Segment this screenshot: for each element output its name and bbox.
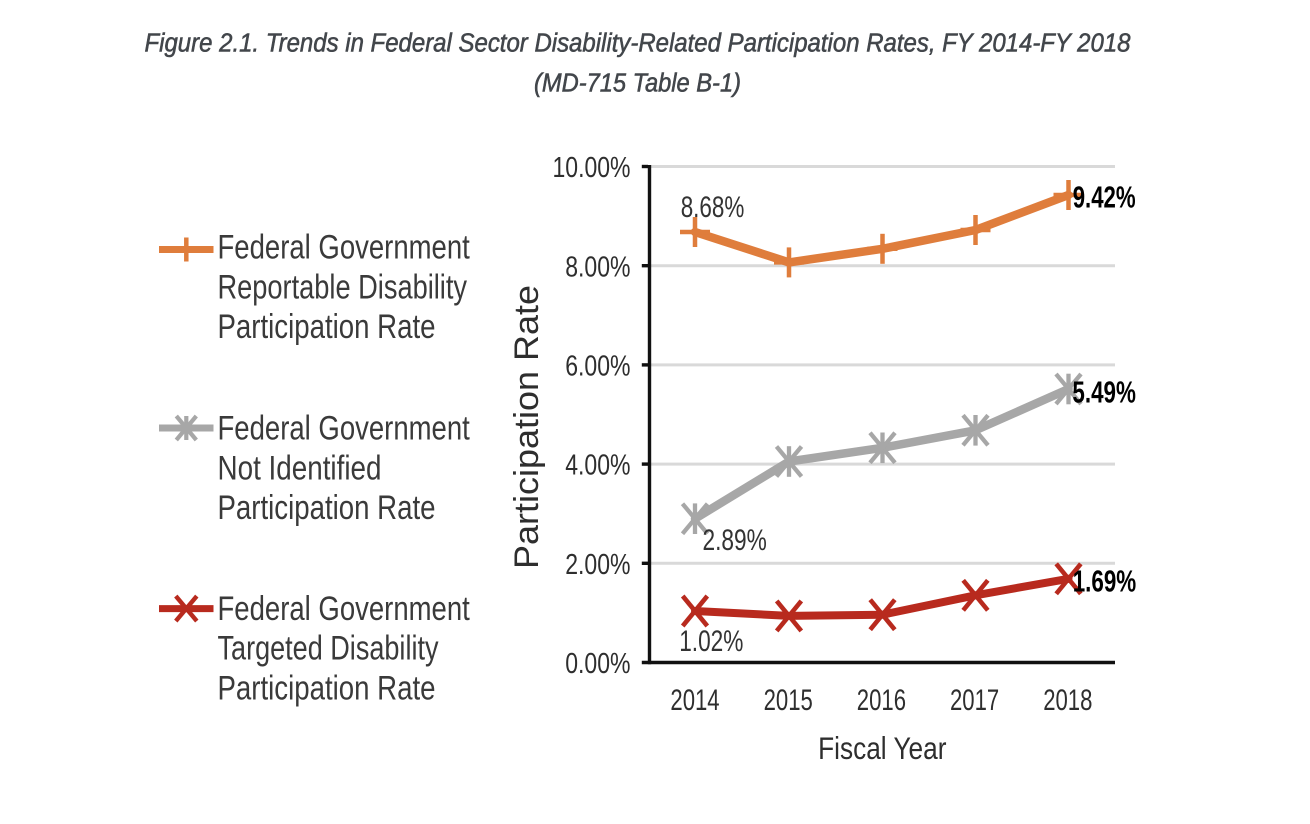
svg-text:8.68%: 8.68%	[681, 191, 745, 224]
svg-text:0.00%: 0.00%	[565, 648, 630, 680]
svg-text:Not Identified: Not Identified	[218, 449, 382, 487]
svg-text:2.00%: 2.00%	[565, 549, 630, 581]
svg-text:Targeted Disability: Targeted Disability	[218, 630, 439, 668]
svg-text:6.00%: 6.00%	[565, 351, 630, 383]
svg-text:Federal Government: Federal Government	[218, 229, 471, 267]
svg-text:Federal Government: Federal Government	[218, 410, 471, 448]
svg-text:Participation Rate: Participation Rate	[218, 308, 436, 346]
svg-text:Federal Government: Federal Government	[218, 590, 471, 628]
svg-text:Figure 2.1. Trends in Federal: Figure 2.1. Trends in Federal Sector Dis…	[145, 30, 1132, 58]
svg-text:2018: 2018	[1043, 684, 1092, 717]
svg-text:5.49%: 5.49%	[1072, 374, 1136, 409]
svg-text:9.42%: 9.42%	[1073, 179, 1136, 214]
svg-text:8.00%: 8.00%	[565, 251, 630, 283]
svg-text:Reportable Disability: Reportable Disability	[218, 268, 468, 306]
svg-text:1.69%: 1.69%	[1073, 563, 1137, 598]
svg-text:2014: 2014	[670, 684, 719, 717]
svg-text:Participation Rate: Participation Rate	[508, 285, 546, 569]
svg-text:Participation Rate: Participation Rate	[218, 489, 436, 527]
svg-text:10.00%: 10.00%	[553, 152, 631, 184]
svg-text:2016: 2016	[857, 684, 906, 717]
svg-text:Fiscal Year: Fiscal Year	[818, 730, 946, 766]
svg-text:4.00%: 4.00%	[565, 450, 630, 482]
svg-text:2017: 2017	[950, 684, 999, 717]
svg-text:(MD-715 Table B-1): (MD-715 Table B-1)	[534, 70, 741, 98]
svg-text:1.02%: 1.02%	[679, 625, 743, 658]
svg-text:Participation Rate: Participation Rate	[218, 670, 436, 708]
svg-text:2.89%: 2.89%	[703, 524, 767, 557]
svg-text:2015: 2015	[764, 684, 813, 717]
